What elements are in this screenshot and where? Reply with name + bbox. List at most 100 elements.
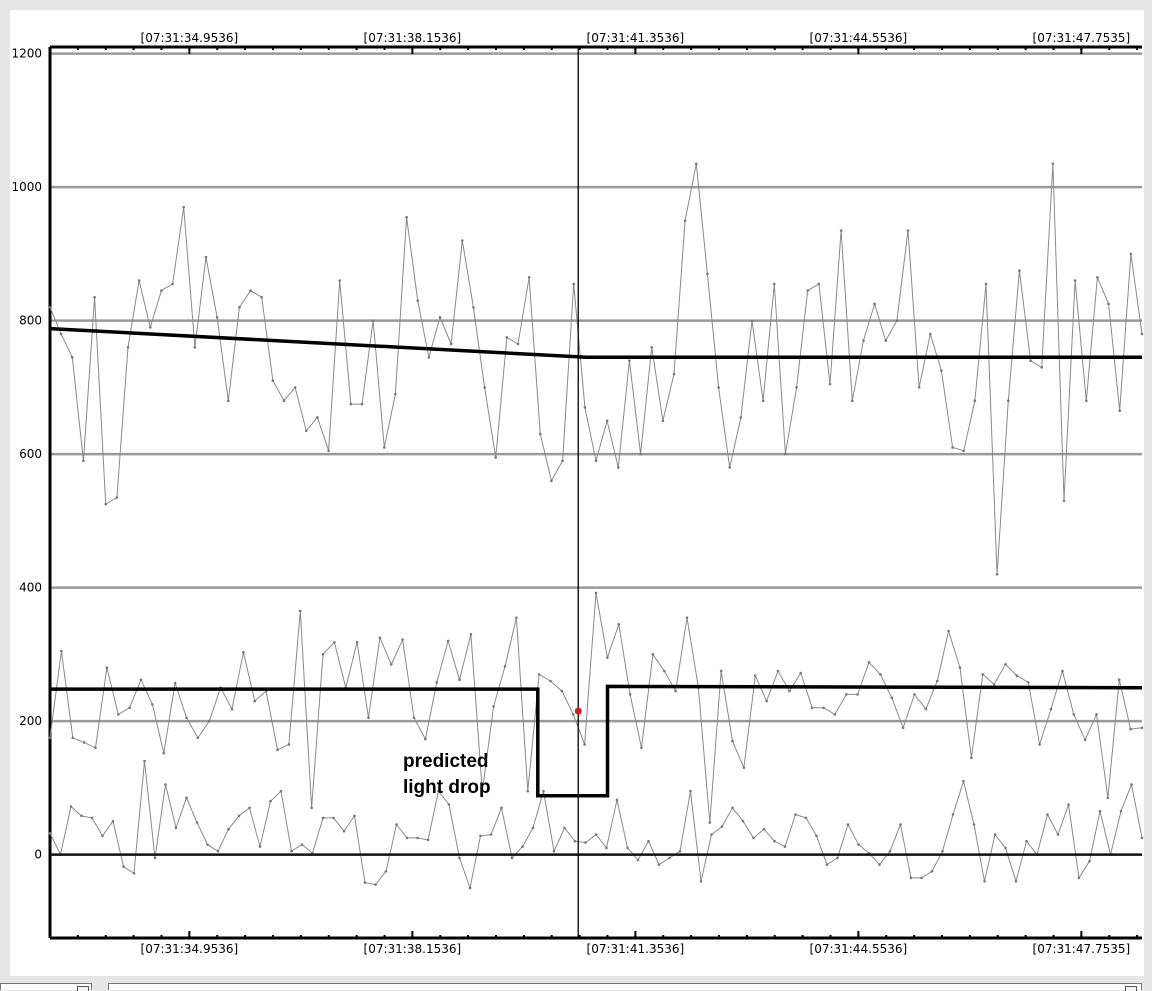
data-point — [1004, 663, 1007, 666]
horizontal-scrollbar-left[interactable] — [0, 983, 92, 991]
data-point — [817, 282, 821, 286]
data-point — [480, 789, 484, 793]
data-point — [1004, 846, 1007, 850]
data-point — [765, 699, 768, 703]
data-point — [920, 876, 923, 880]
data-point — [503, 665, 507, 668]
data-point — [492, 705, 495, 708]
data-point — [822, 706, 825, 710]
data-point — [752, 836, 755, 840]
data-point — [238, 305, 241, 309]
data-point — [995, 572, 999, 576]
data-point — [282, 399, 286, 403]
data-point — [794, 813, 797, 816]
data-point — [662, 669, 666, 673]
data-point — [69, 805, 73, 808]
data-point — [584, 841, 587, 844]
data-point — [890, 696, 894, 700]
data-point — [739, 416, 743, 419]
data-point — [657, 863, 661, 866]
data-point — [253, 699, 257, 703]
data-point — [332, 816, 335, 820]
data-point — [873, 302, 876, 306]
data-point — [1129, 252, 1133, 256]
data-point — [316, 416, 319, 419]
data-point — [537, 673, 541, 676]
data-point — [164, 783, 167, 786]
grid-lines — [50, 52, 1142, 723]
scroll-thumb-left[interactable] — [77, 986, 89, 991]
data-point — [1051, 162, 1055, 166]
data-point — [371, 319, 375, 322]
data-point — [293, 386, 297, 389]
data-point — [204, 255, 208, 259]
data-point — [571, 713, 575, 716]
data-point — [970, 756, 973, 760]
data-point — [185, 796, 188, 800]
data-point — [685, 616, 689, 619]
data-point — [104, 502, 108, 506]
data-point — [560, 689, 564, 693]
data-point — [1061, 669, 1064, 673]
horizontal-scrollbar-right[interactable] — [108, 983, 1142, 991]
data-point — [1119, 809, 1123, 813]
data-point — [271, 379, 275, 383]
data-point — [928, 332, 932, 336]
data-point — [776, 669, 780, 673]
data-point — [460, 239, 464, 242]
data-point — [628, 359, 631, 362]
data-point — [115, 496, 119, 499]
data-point — [500, 806, 503, 810]
data-point — [731, 806, 734, 810]
data-point — [1038, 743, 1041, 746]
data-point — [437, 789, 440, 793]
data-point — [913, 693, 916, 696]
data-point — [788, 689, 791, 693]
data-point — [48, 305, 52, 309]
data-point — [207, 719, 211, 723]
data-point — [1014, 879, 1018, 883]
data-point — [193, 346, 197, 349]
data-point — [1067, 803, 1070, 806]
data-point — [70, 356, 74, 359]
data-point — [1140, 332, 1144, 336]
data-point — [993, 833, 997, 836]
data-point — [699, 879, 703, 883]
data-point — [94, 746, 97, 750]
data-point — [573, 839, 577, 843]
data-point — [772, 282, 776, 286]
data-point — [494, 456, 498, 459]
data-point — [973, 399, 977, 403]
data-point — [1140, 836, 1144, 840]
data-point — [249, 289, 252, 292]
data-point — [628, 693, 632, 696]
data-point — [458, 856, 461, 860]
data-point — [1118, 409, 1122, 413]
scroll-thumb-right[interactable] — [1125, 986, 1137, 991]
annotation-line-1: predicted — [403, 751, 489, 772]
data-point — [1029, 359, 1032, 362]
data-point — [1018, 269, 1021, 272]
data-point — [731, 739, 734, 743]
data-point — [427, 356, 431, 359]
data-point — [706, 272, 709, 276]
data-point — [489, 833, 493, 836]
data-point — [552, 849, 556, 853]
data-point — [438, 316, 442, 319]
data-point — [1046, 813, 1049, 816]
data-point — [424, 737, 427, 741]
data-point — [674, 689, 677, 693]
data-point — [1040, 366, 1044, 369]
data-point — [206, 843, 209, 846]
data-point — [984, 282, 988, 286]
data-point — [972, 823, 976, 826]
data-point — [930, 869, 934, 873]
data-point — [310, 806, 313, 810]
data-point — [1106, 796, 1110, 800]
data-point — [122, 865, 125, 868]
annotation-line-2: light drop — [403, 777, 491, 798]
data-point — [71, 736, 75, 740]
plot-area — [10, 10, 1144, 976]
data-point — [761, 399, 765, 403]
data-point — [526, 789, 530, 793]
